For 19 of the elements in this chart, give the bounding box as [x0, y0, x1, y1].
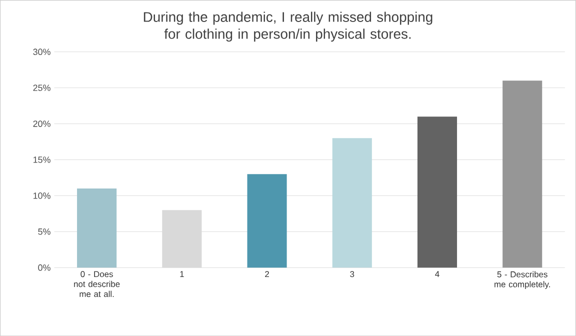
y-tick-label: 5% — [38, 228, 50, 235]
x-tick-label: 1 — [180, 271, 184, 277]
x-tick-label: 5 - Describes me completely. — [494, 271, 550, 289]
y-tick-label: 10% — [33, 192, 50, 199]
x-tick-label: 0 - Does not describe me at all. — [74, 271, 120, 297]
chart-title: During the pandemic, I really missed shopping for clothing in person/in physical stores. — [144, 12, 432, 42]
bar — [502, 80, 542, 268]
y-tick-label: 25% — [33, 84, 50, 91]
bar — [247, 174, 287, 268]
x-tick-label: 2 — [265, 271, 269, 277]
bar — [77, 188, 117, 268]
y-tick-label: 0% — [38, 264, 50, 271]
bar — [332, 138, 372, 268]
y-tick-label: 20% — [33, 120, 50, 127]
y-tick-label: 30% — [33, 48, 50, 55]
x-tick-label: 4 — [435, 271, 440, 277]
y-tick-label: 15% — [33, 156, 50, 163]
bar — [417, 116, 458, 268]
x-tick-label: 3 — [350, 271, 354, 277]
